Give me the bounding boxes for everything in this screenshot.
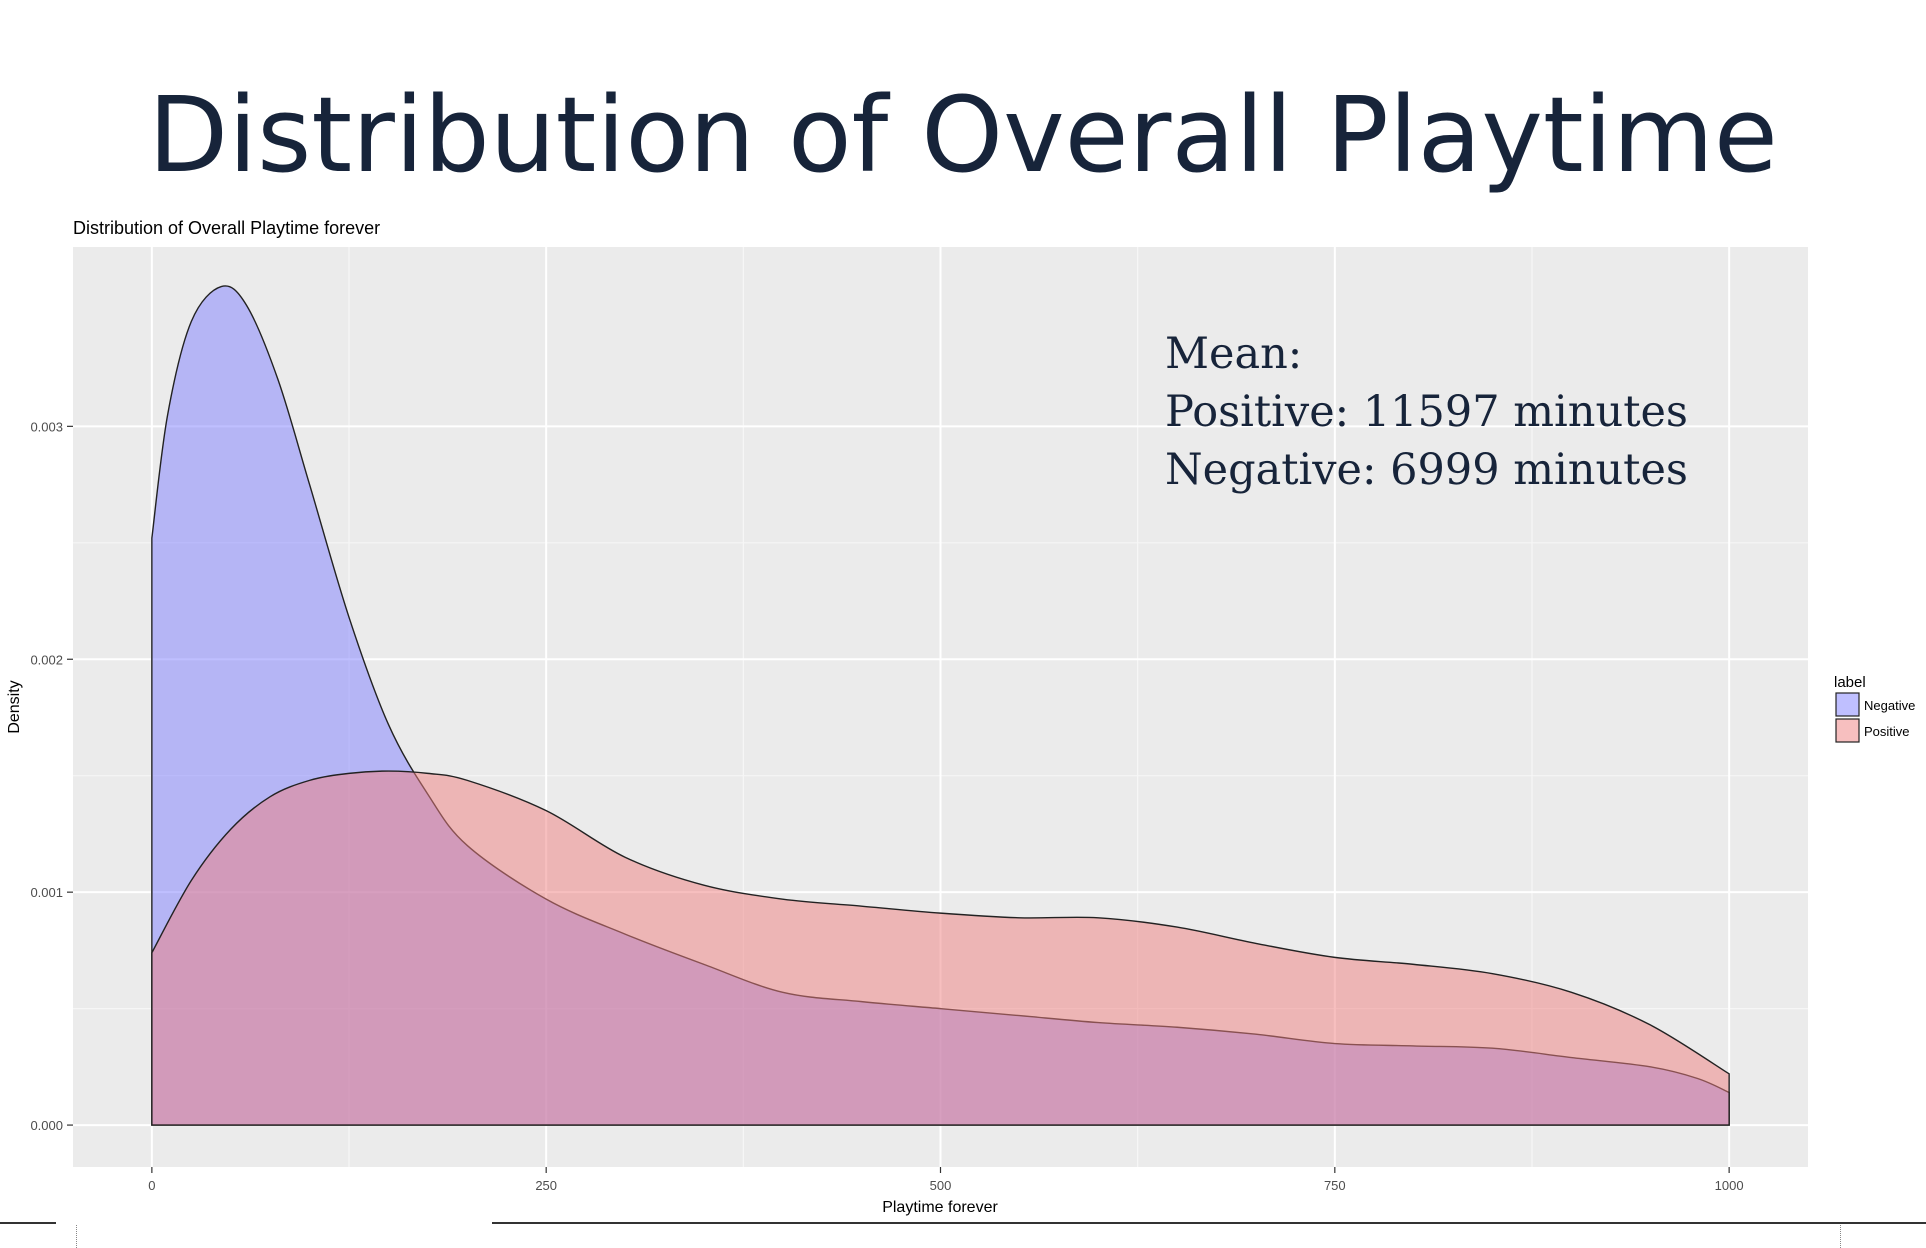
chart-title: Distribution of Overall Playtime forever	[73, 218, 380, 238]
density-area-positive	[151, 770, 1730, 1126]
y-tick-label: 0.003	[30, 419, 63, 434]
x-tick-label: 250	[535, 1178, 557, 1193]
x-tick-label: 0	[148, 1178, 155, 1193]
footer-rule-gap	[56, 1221, 492, 1225]
y-tick-label: 0.001	[30, 885, 63, 900]
x-tick-label: 750	[1324, 1178, 1346, 1193]
legend-key-negative	[1835, 692, 1860, 717]
legend-title: label	[1834, 674, 1866, 691]
legend-label: Positive	[1864, 724, 1910, 739]
density-areas	[151, 285, 1730, 1126]
x-axis-label: Playtime forever	[882, 1199, 998, 1216]
y-axis-ticks: 0.000 0.001 0.002 0.003	[30, 419, 73, 1133]
slide-title: Distribution of Overall Playtime	[148, 74, 1778, 196]
y-tick-label: 0.002	[30, 652, 63, 667]
footer-rule	[0, 1222, 1926, 1224]
annotation-line: Negative: 6999 minutes	[1165, 445, 1688, 495]
legend: label Negative Positive	[1834, 674, 1915, 743]
mean-annotation: Mean: Positive: 11597 minutes Negative: 69…	[1165, 329, 1688, 495]
footer-tick-right	[1840, 1225, 1841, 1248]
y-tick-label: 0.000	[30, 1118, 63, 1133]
x-tick-label: 500	[930, 1178, 952, 1193]
annotation-line: Positive: 11597 minutes	[1165, 387, 1688, 437]
x-tick-label: 1000	[1715, 1178, 1744, 1193]
y-axis-label: Density	[6, 680, 23, 733]
annotation-line: Mean:	[1165, 329, 1302, 379]
footer-tick-left	[76, 1225, 77, 1248]
legend-key-positive	[1835, 718, 1860, 743]
legend-label: Negative	[1864, 698, 1915, 713]
x-axis-ticks: 0 250 500 750 1000	[148, 1167, 1744, 1193]
